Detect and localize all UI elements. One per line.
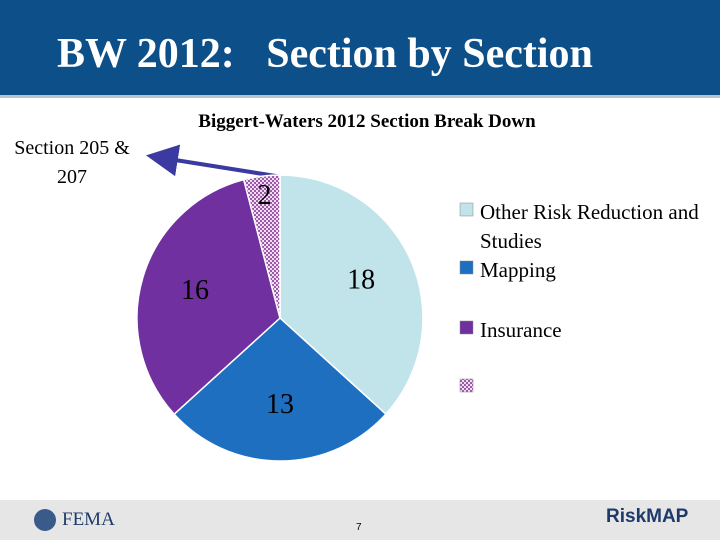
chart-title: Biggert-Waters 2012 Section Break Down: [198, 111, 536, 132]
footer: FEMA 7 RiskMAP: [0, 500, 720, 540]
agency: FEMA: [62, 509, 115, 530]
data-label: 13: [266, 389, 294, 420]
legend-swatch: [459, 260, 474, 275]
legend-swatch: [459, 378, 474, 393]
header: BW 2012: Section by Section: [0, 0, 720, 98]
pie-slice: [279, 174, 424, 416]
legend-label: Other Risk Reduction and Studies: [480, 200, 699, 253]
legend-swatch: [459, 202, 474, 217]
brand: RiskMAP: [606, 506, 689, 527]
data-label: 2: [257, 180, 271, 211]
slide-title: BW 2012: Section by Section: [57, 31, 593, 77]
pie-slice: [242, 174, 281, 319]
legend-swatch: [459, 320, 474, 335]
legend-label: Insurance: [480, 318, 562, 342]
seal: [34, 509, 56, 531]
pie-slice: [173, 316, 387, 462]
page-number: 7: [356, 522, 362, 533]
arrow: [146, 144, 283, 179]
data-label: 18: [347, 265, 375, 296]
annotation: Section 205 & 207: [14, 137, 130, 188]
data-label: 16: [181, 275, 209, 306]
legend-label: Mapping: [480, 258, 556, 282]
pie-slice: [136, 178, 281, 416]
